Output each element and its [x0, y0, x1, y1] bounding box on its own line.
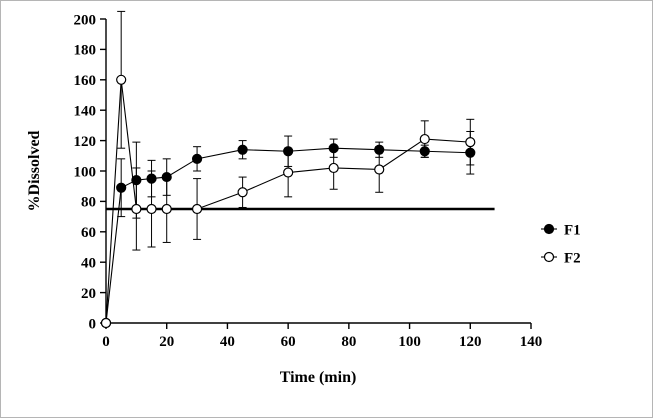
open-circle-marker	[100, 317, 112, 329]
series-line-F2	[105, 79, 471, 324]
open-circle-marker	[374, 164, 385, 175]
filled-circle-icon	[543, 223, 555, 235]
open-circle-icon	[543, 251, 555, 263]
y-tick-label: 100	[74, 164, 97, 180]
y-tick-label: 120	[74, 134, 97, 150]
open-circle-marker	[237, 187, 248, 198]
x-tick-label: 80	[341, 334, 356, 350]
x-tick-label: 20	[159, 334, 174, 350]
x-tick-label: 120	[459, 334, 482, 350]
legend-label: F1	[564, 222, 581, 238]
open-circle-marker	[116, 74, 127, 85]
y-tick-label: 40	[81, 255, 96, 271]
y-axis-ticks: 0 20 40 60 80 100 120 140 160 180 200	[74, 12, 106, 332]
y-tick-label: 80	[81, 195, 96, 211]
open-circle-marker	[419, 133, 430, 145]
y-tick-label: 0	[89, 316, 97, 332]
open-circle-marker	[191, 203, 203, 215]
x-tick-label: 140	[520, 334, 543, 350]
x-tick-label: 100	[398, 334, 421, 350]
plot-area: 0 20 40 60 80 100 120 140 160 180 200 0 20 40 60 80 100 1…	[74, 10, 581, 350]
series-F2	[100, 10, 476, 329]
x-tick-label: 0	[102, 334, 110, 350]
y-tick-label: 140	[74, 103, 97, 119]
legend-label: F2	[564, 250, 581, 266]
open-circle-marker	[283, 167, 294, 178]
filled-circle-marker	[237, 144, 248, 155]
axes	[105, 19, 531, 324]
y-axis-title: %Dissolved	[26, 130, 43, 211]
open-circle-marker	[328, 162, 339, 174]
open-circle-marker	[465, 137, 476, 148]
y-tick-label: 60	[81, 225, 96, 241]
filled-circle-marker	[116, 182, 127, 193]
x-axis-ticks: 0 20 40 60 80 100 120 140	[102, 323, 542, 350]
open-circle-marker	[131, 203, 142, 215]
y-tick-label: 200	[74, 12, 97, 28]
open-circle-marker	[146, 203, 157, 215]
x-tick-label: 40	[220, 334, 235, 350]
y-tick-label: 20	[81, 286, 96, 302]
legend-item-F2: F2	[541, 250, 581, 266]
open-circle-marker	[161, 203, 172, 215]
x-tick-label: 60	[281, 334, 296, 350]
x-axis-title: Time (min)	[280, 369, 357, 386]
y-tick-label: 160	[74, 73, 97, 89]
filled-circle-marker	[191, 153, 203, 164]
y-tick-label: 180	[74, 43, 97, 59]
legend: F1 F2	[541, 222, 581, 266]
legend-item-F1: F1	[541, 222, 581, 238]
